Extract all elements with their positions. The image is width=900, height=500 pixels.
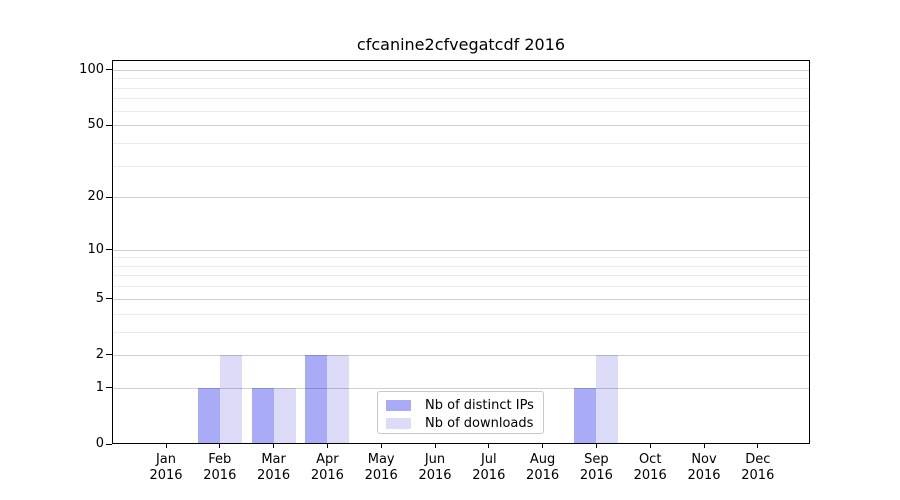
gridline-major [112, 69, 810, 71]
x-tickmark [757, 444, 759, 448]
x-tick-label: Jan 2016 [149, 452, 183, 483]
x-tick-label: Aug 2016 [526, 452, 560, 483]
x-tickmark [273, 444, 275, 448]
y-tick-label: 20 [87, 189, 104, 205]
y-tickmark [106, 298, 112, 300]
x-tick-label: May 2016 [364, 452, 398, 483]
legend-swatch-downloads [386, 417, 411, 429]
y-tick-label: 2 [95, 346, 104, 362]
x-tickmark [703, 444, 705, 448]
gridline-minor [112, 286, 810, 288]
bar-feb-series0 [197, 387, 220, 444]
bar-apr-series0 [305, 354, 328, 444]
bar-sep-series0 [574, 387, 597, 444]
axes-frame [112, 60, 810, 444]
gridline-minor [112, 87, 810, 89]
bar-mar-series0 [251, 387, 274, 444]
gridline-minor [112, 257, 810, 259]
x-tickmark [434, 444, 436, 448]
chart-title: cfcanine2cfvegatcdf 2016 [356, 35, 566, 54]
x-tick-label: Oct 2016 [633, 452, 667, 483]
gridline-minor [112, 275, 810, 277]
gridline-major [112, 387, 810, 389]
x-tickmark [380, 444, 382, 448]
y-tick-label: 1 [95, 379, 104, 395]
y-tickmark [106, 69, 112, 71]
x-tickmark [165, 444, 167, 448]
gridline-major [112, 249, 810, 251]
legend-label-downloads: Nb of downloads [425, 415, 534, 431]
x-tick-label: Jul 2016 [472, 452, 506, 483]
x-tick-label: Nov 2016 [687, 452, 721, 483]
y-tick-label: 5 [95, 290, 104, 306]
x-tick-label: Sep 2016 [579, 452, 613, 483]
gridline-minor [112, 142, 810, 144]
gridline-major [112, 298, 810, 300]
x-tickmark [595, 444, 597, 448]
x-tick-label: Apr 2016 [310, 452, 344, 483]
x-tickmark [219, 444, 221, 448]
x-tickmark [649, 444, 651, 448]
y-tick-label: 100 [79, 61, 104, 77]
x-tick-label: Mar 2016 [257, 452, 291, 483]
legend-item-downloads: Nb of downloads [386, 415, 537, 431]
legend-swatch-distinct-ips [386, 399, 411, 411]
bar-sep-series1 [596, 354, 619, 444]
legend-item-distinct-ips: Nb of distinct IPs [386, 397, 537, 413]
legend: Nb of distinct IPs Nb of downloads [377, 391, 544, 434]
y-tick-label: 0 [95, 436, 104, 451]
gridline-minor [112, 265, 810, 267]
x-tick-label: Jun 2016 [418, 452, 452, 483]
gridline-major [112, 197, 810, 199]
plot-area: Nb of distinct IPs Nb of downloads [112, 60, 810, 444]
x-tick-label: Feb 2016 [203, 452, 237, 483]
y-tickmark [106, 387, 112, 389]
y-tickmark [106, 196, 112, 198]
gridline-minor [112, 165, 810, 167]
x-tickmark [488, 444, 490, 448]
y-tickmark [106, 249, 112, 251]
x-tickmark [542, 444, 544, 448]
gridline-minor [112, 98, 810, 100]
y-tick-label: 10 [87, 241, 104, 257]
bar-feb-series1 [219, 354, 242, 444]
y-tickmark [106, 443, 112, 445]
y-tickmark [106, 354, 112, 356]
gridline-minor [112, 331, 810, 333]
gridline-major [112, 125, 810, 127]
y-tick-label: 50 [87, 117, 104, 133]
bar-apr-series1 [327, 354, 350, 444]
legend-label-distinct-ips: Nb of distinct IPs [425, 397, 534, 413]
gridline-minor [112, 313, 810, 315]
gridline-minor [112, 78, 810, 80]
gridline-minor [112, 110, 810, 112]
bar-mar-series1 [273, 387, 296, 444]
y-tickmark [106, 124, 112, 126]
gridline-major [112, 354, 810, 356]
x-tick-label: Dec 2016 [741, 452, 775, 483]
x-tickmark [326, 444, 328, 448]
